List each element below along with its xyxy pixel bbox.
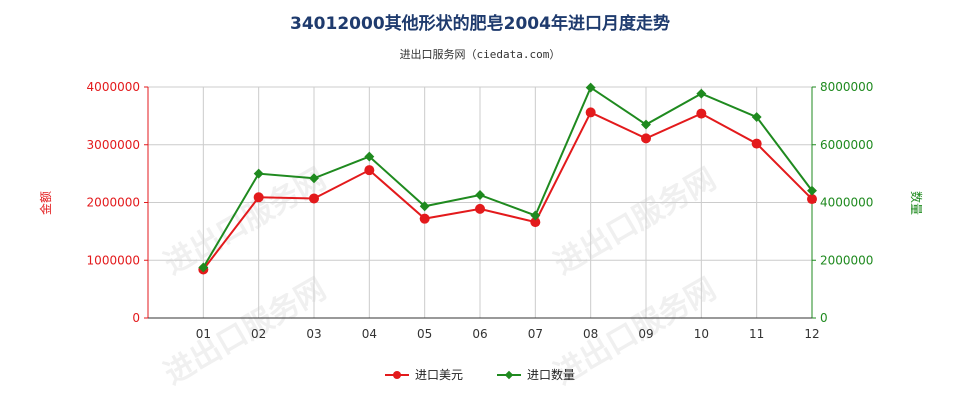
series-1-point-08 [585, 82, 596, 93]
legend-usd-marker [384, 370, 409, 379]
x-tick-label: 09 [638, 327, 653, 341]
grid-layer [148, 86, 813, 319]
y-left-tick-label: 1000000 [87, 253, 140, 267]
legend-item-qty[interactable]: 进口数量 [497, 366, 575, 383]
series-0-point-08 [585, 107, 596, 118]
series-0-point-09 [641, 133, 651, 144]
watermark-text: 进出口服务网 [159, 162, 332, 282]
y-right-tick-label: 2000000 [820, 253, 873, 267]
series-line-1 [202, 86, 813, 268]
legend-usd-label: 进口美元 [414, 368, 463, 382]
series-0-point-02 [253, 192, 264, 203]
series-0-point-11 [751, 138, 762, 149]
series-0-point-03 [309, 193, 319, 204]
x-tick-label: 08 [583, 327, 598, 341]
watermark-text: 进出口服务网 [549, 162, 722, 282]
series-1-point-04 [364, 151, 375, 162]
series-1-point-09 [641, 119, 651, 130]
series-1-point-07 [530, 210, 541, 221]
y-axis-right-label: 数量 [909, 191, 924, 215]
series-1-point-01 [198, 262, 209, 273]
series-0-point-06 [475, 203, 485, 214]
x-tick-label: 10 [694, 327, 709, 341]
legend-qty-label: 进口数量 [527, 368, 576, 382]
legend-qty-marker [497, 370, 521, 379]
chart-subtitle: 进出口服务网（ciedata.com） [399, 48, 561, 61]
series-layer [198, 82, 817, 275]
series-1-point-03 [309, 173, 319, 184]
x-tick-label: 05 [417, 327, 432, 341]
x-tick-label: 02 [251, 327, 266, 341]
x-tick-label: 06 [472, 327, 487, 341]
chart-title: 34012000其他形状的肥皂2004年进口月度走势 [290, 14, 670, 34]
series-0-point-07 [530, 217, 541, 228]
x-tick-label: 01 [196, 327, 211, 341]
x-tick-label: 11 [749, 327, 764, 341]
y-left-tick-label: 3000000 [87, 138, 140, 152]
series-line-0 [202, 111, 813, 271]
x-tick-label: 03 [306, 327, 321, 341]
series-1-point-10 [696, 88, 707, 99]
y-right-tick-label: 8000000 [820, 80, 873, 94]
y-right-tick-label: 6000000 [820, 138, 873, 152]
legend-item-usd[interactable]: 进口美元 [384, 366, 463, 383]
series-1-point-12 [807, 185, 817, 196]
series-0-point-12 [807, 194, 817, 205]
y-left-tick-label: 2000000 [87, 196, 140, 210]
x-tick-label: 04 [362, 327, 377, 341]
x-tick-label: 12 [804, 327, 819, 341]
legend: 进口美元 进口数量 [0, 366, 960, 383]
y-left-tick-label: 4000000 [87, 80, 140, 94]
series-1-point-05 [419, 201, 430, 212]
series-0-point-10 [696, 108, 707, 119]
y-left-tick-label: 0 [132, 311, 140, 325]
y-axis-left-label: 金额 [38, 191, 53, 215]
x-tick-label: 07 [528, 327, 543, 341]
y-right-tick-label: 4000000 [820, 196, 873, 210]
series-0-point-04 [364, 165, 375, 176]
series-1-point-11 [751, 112, 762, 122]
series-0-point-05 [419, 213, 430, 224]
series-1-point-02 [253, 168, 264, 179]
y-right-tick-label: 0 [820, 311, 828, 325]
series-1-point-06 [475, 190, 485, 200]
